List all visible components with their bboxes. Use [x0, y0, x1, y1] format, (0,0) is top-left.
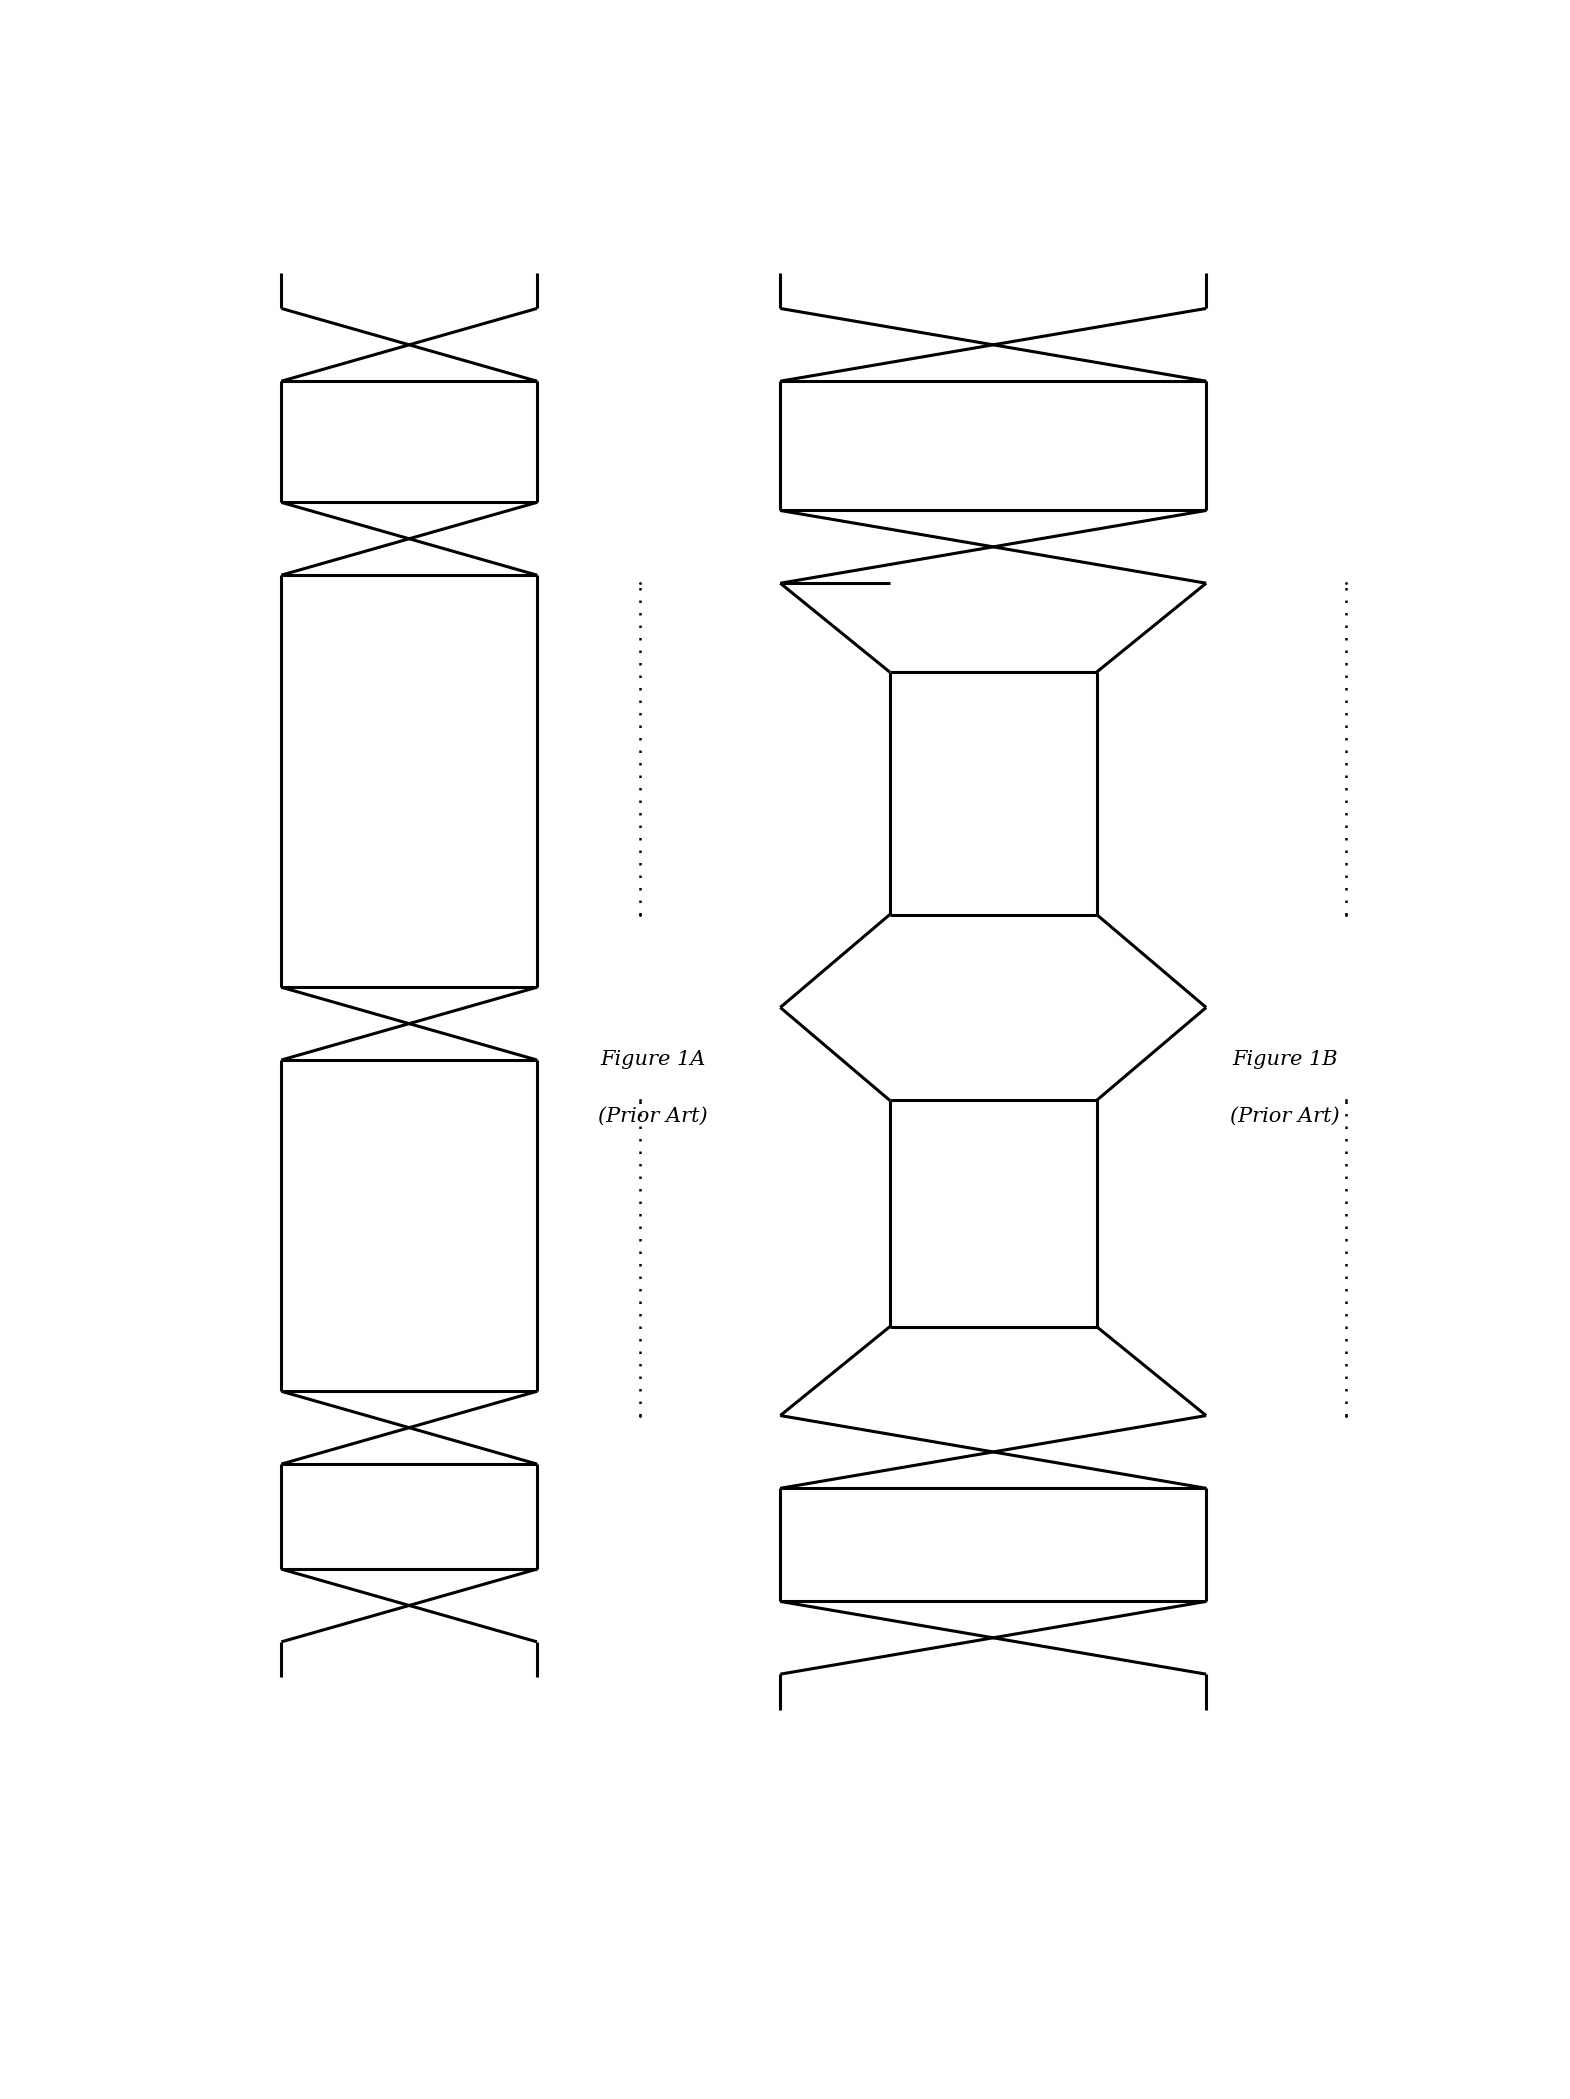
Text: Figure 1B: Figure 1B — [1232, 1050, 1338, 1070]
Text: (Prior Art): (Prior Art) — [1231, 1106, 1341, 1125]
Text: (Prior Art): (Prior Art) — [598, 1106, 708, 1125]
Text: Figure 1A: Figure 1A — [600, 1050, 705, 1070]
